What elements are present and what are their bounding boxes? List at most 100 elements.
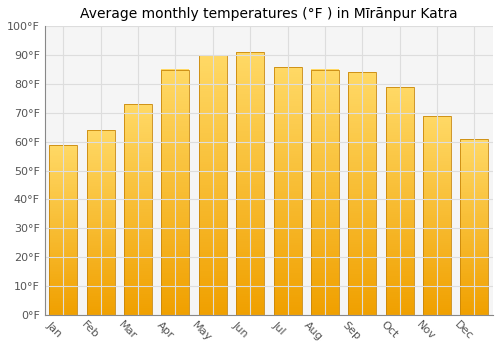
Bar (124, 125, 152, 127)
Bar (386, 235, 413, 237)
Bar (348, 72, 376, 75)
Bar (274, 66, 301, 315)
Bar (423, 141, 451, 144)
Bar (348, 162, 376, 164)
Bar (311, 116, 339, 119)
Bar (124, 262, 152, 264)
Bar (460, 227, 488, 229)
Bar (199, 130, 227, 133)
Bar (348, 109, 376, 111)
Bar (199, 309, 227, 312)
Bar (86, 291, 115, 293)
Bar (460, 167, 488, 169)
Bar (162, 131, 190, 133)
Bar (274, 203, 301, 205)
Bar (236, 118, 264, 120)
Bar (199, 229, 227, 232)
Bar (50, 212, 78, 214)
Bar (423, 277, 451, 279)
Bar (199, 195, 227, 198)
Bar (386, 294, 413, 296)
Bar (348, 131, 376, 133)
Bar (199, 312, 227, 315)
Bar (460, 181, 488, 183)
Bar (460, 290, 488, 292)
Bar (423, 153, 451, 155)
Bar (423, 237, 451, 239)
Bar (236, 215, 264, 218)
Bar (423, 146, 451, 148)
Bar (460, 225, 488, 227)
Bar (199, 224, 227, 226)
Bar (386, 208, 413, 210)
Bar (274, 121, 301, 124)
Bar (50, 221, 78, 223)
Bar (162, 89, 190, 92)
Bar (460, 308, 488, 309)
Bar (124, 256, 152, 258)
Bar (423, 167, 451, 169)
Bar (386, 89, 413, 91)
Bar (460, 155, 488, 156)
Bar (162, 187, 190, 190)
Bar (274, 131, 301, 134)
Bar (236, 131, 264, 134)
Bar (423, 313, 451, 315)
Bar (348, 232, 376, 235)
Bar (86, 272, 115, 274)
Bar (199, 307, 227, 310)
Bar (86, 187, 115, 189)
Bar (86, 150, 115, 152)
Bar (50, 226, 78, 228)
Bar (311, 70, 339, 315)
Bar (274, 198, 301, 201)
Bar (348, 264, 376, 266)
Bar (199, 107, 227, 110)
Bar (423, 253, 451, 255)
Bar (162, 300, 190, 302)
Bar (423, 299, 451, 301)
Bar (124, 108, 152, 111)
Bar (199, 86, 227, 89)
Bar (386, 139, 413, 141)
Bar (274, 255, 301, 258)
Bar (311, 256, 339, 258)
Bar (162, 217, 190, 219)
Bar (162, 275, 190, 278)
Bar (50, 149, 78, 151)
Bar (311, 158, 339, 160)
Bar (386, 100, 413, 103)
Bar (348, 242, 376, 245)
Bar (236, 183, 264, 186)
Bar (162, 239, 190, 241)
Bar (236, 204, 264, 207)
Bar (460, 204, 488, 206)
Bar (423, 128, 451, 130)
Bar (274, 243, 301, 245)
Bar (124, 260, 152, 262)
Bar (311, 163, 339, 165)
Bar (311, 275, 339, 278)
Bar (124, 197, 152, 199)
Bar (423, 217, 451, 219)
Bar (50, 236, 78, 238)
Bar (124, 113, 152, 115)
Bar (274, 292, 301, 295)
Bar (423, 305, 451, 307)
Bar (460, 281, 488, 283)
Bar (311, 226, 339, 229)
Bar (348, 213, 376, 215)
Bar (460, 169, 488, 170)
Bar (162, 175, 190, 177)
Bar (236, 110, 264, 113)
Bar (124, 228, 152, 231)
Bar (236, 265, 264, 267)
Bar (423, 138, 451, 140)
Bar (423, 118, 451, 120)
Bar (86, 298, 115, 300)
Bar (311, 234, 339, 236)
Bar (199, 203, 227, 206)
Bar (236, 212, 264, 215)
Bar (348, 140, 376, 143)
Bar (386, 221, 413, 224)
